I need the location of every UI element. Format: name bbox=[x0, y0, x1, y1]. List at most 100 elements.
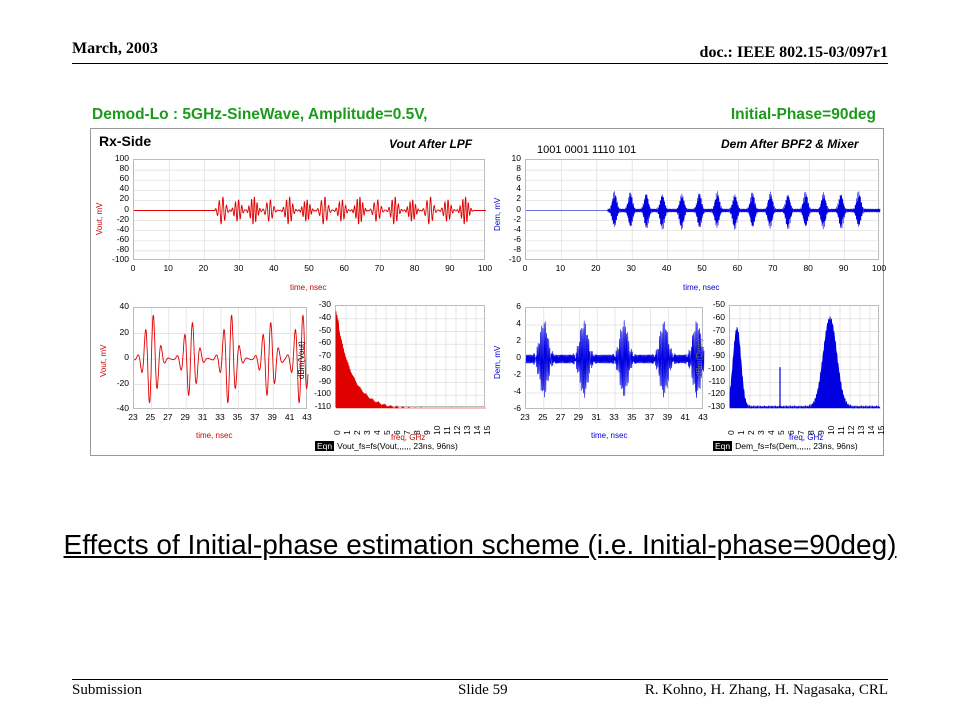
xtick-label: 3 bbox=[362, 430, 372, 435]
xtick-label: 29 bbox=[573, 412, 584, 422]
plot-vout-lpf bbox=[133, 159, 486, 261]
header-doc-id: doc.: IEEE 802.15-03/097r1 bbox=[699, 44, 888, 61]
ytick-label: -110 bbox=[708, 375, 725, 386]
xtick-label: 80 bbox=[409, 263, 420, 273]
simulation-figure: Demod-Lo : 5GHz-SineWave, Amplitude=0.5V… bbox=[88, 100, 887, 458]
ytick-label: -60 bbox=[712, 311, 725, 322]
xtick-label: 10 bbox=[555, 263, 566, 273]
ytick-label: 8 bbox=[516, 163, 521, 174]
xtick-label: 0 bbox=[332, 430, 342, 435]
ytick-label: -20 bbox=[116, 213, 129, 224]
ytick-label: -60 bbox=[318, 337, 331, 348]
waveform-dem-zoom bbox=[525, 320, 705, 398]
ytick-label: -100 bbox=[707, 362, 725, 373]
xtick-label: 25 bbox=[145, 412, 156, 422]
ylabel-vout-zoom: Vout, mV bbox=[99, 344, 108, 377]
xtick-label: 50 bbox=[304, 263, 314, 273]
xtick-label: 15 bbox=[876, 425, 886, 435]
xtick-label: 60 bbox=[732, 263, 743, 273]
ytick-label: 2 bbox=[516, 193, 521, 204]
xtick-label: 90 bbox=[445, 263, 455, 273]
xtick-label: 29 bbox=[180, 412, 190, 422]
ytick-label: 0 bbox=[516, 203, 521, 214]
xlabel-dem-zoom: time, nsec bbox=[591, 431, 628, 440]
ytick-label: -2 bbox=[513, 369, 521, 379]
figure-title-left: Demod-Lo : 5GHz-SineWave, Amplitude=0.5V… bbox=[92, 106, 428, 123]
footer-divider bbox=[72, 679, 888, 680]
footer-submission: Submission bbox=[72, 682, 143, 698]
ytick-label: -50 bbox=[318, 324, 331, 335]
ylabel-dem-zoom: Dem, mV bbox=[493, 345, 502, 379]
waveform-dem-bpf bbox=[526, 191, 881, 230]
xtick-label: 13 bbox=[462, 425, 472, 435]
xtick-label: 11 bbox=[836, 426, 846, 435]
xlabel-vout-spectrum: freq, GHz bbox=[391, 433, 426, 442]
xlabel-dem-spectrum: freq, GHz bbox=[789, 433, 824, 442]
ytick-label: -130 bbox=[707, 401, 725, 411]
plot-dem-bpf bbox=[525, 159, 881, 261]
xtick-label: 30 bbox=[233, 263, 244, 273]
ylabel-vout-lpf: Vout, mV bbox=[95, 202, 104, 235]
plot-vout-spectrum bbox=[335, 305, 486, 410]
ytick-label: 2 bbox=[516, 335, 521, 345]
ytick-label: 0 bbox=[516, 352, 521, 362]
ytick-label: 4 bbox=[516, 183, 521, 194]
xtick-label: 20 bbox=[591, 263, 601, 273]
ytick-label: 20 bbox=[119, 193, 129, 204]
plot-grid bbox=[729, 306, 881, 410]
header-divider bbox=[72, 63, 888, 64]
bit-sequence: 1001 0001 1110 101 bbox=[537, 144, 637, 156]
xtick-label: 23 bbox=[128, 412, 138, 422]
ytick-label: -70 bbox=[318, 350, 331, 360]
xtick-label: 35 bbox=[232, 412, 243, 422]
plot-dem-spectrum bbox=[729, 305, 881, 410]
xtick-label: 10 bbox=[163, 263, 173, 273]
ytick-label: 10 bbox=[511, 153, 521, 163]
slide-caption: Effects of Initial-phase estimation sche… bbox=[63, 529, 897, 560]
xtick-label: 100 bbox=[477, 263, 493, 273]
rx-side-panel: Rx-Side Vout After LPF 100 80 60 40 20 0 -20 -4… bbox=[90, 128, 887, 456]
ytick-label: -70 bbox=[712, 324, 725, 335]
xtick-label: 70 bbox=[374, 263, 385, 273]
xtick-label: 12 bbox=[452, 425, 462, 435]
ytick-label: -50 bbox=[712, 299, 725, 309]
ytick-label: -100 bbox=[313, 388, 331, 399]
ytick-label: -40 bbox=[116, 403, 129, 413]
ytick-label: -4 bbox=[513, 223, 521, 234]
xtick-label: 3 bbox=[756, 430, 766, 435]
xtick-label: 4 bbox=[372, 430, 382, 435]
xtick-label: 35 bbox=[627, 412, 637, 422]
xtick-label: 70 bbox=[768, 263, 778, 273]
header-date: March, 2003 bbox=[72, 40, 158, 57]
plot-grid bbox=[335, 306, 486, 410]
xtick-label: 27 bbox=[163, 412, 173, 422]
ytick-label: -80 bbox=[712, 337, 725, 348]
xlabel-vout-lpf: time, nsec bbox=[290, 283, 327, 292]
plot-dem-zoom bbox=[525, 307, 705, 410]
xlabel-dem-bpf: time, nsec bbox=[683, 283, 720, 292]
xtick-label: 12 bbox=[846, 425, 856, 435]
ytick-label: 6 bbox=[516, 301, 521, 311]
xtick-label: 1 bbox=[736, 430, 746, 435]
xtick-label: 31 bbox=[591, 412, 601, 422]
xtick-label: 50 bbox=[697, 263, 707, 273]
xtick-label: 100 bbox=[871, 263, 887, 273]
ytick-label: -8 bbox=[513, 243, 521, 254]
plot-vout-zoom bbox=[133, 307, 309, 410]
xtick-label: 0 bbox=[130, 263, 136, 273]
ylabel-dem-spectrum: dBm(Dem) bbox=[695, 338, 704, 377]
ytick-label: 6 bbox=[516, 173, 521, 184]
waveform-vout-zoom bbox=[134, 314, 309, 404]
ytick-label: -2 bbox=[513, 213, 521, 224]
ytick-label: 100 bbox=[114, 153, 129, 163]
ytick-label: -110 bbox=[314, 401, 331, 411]
ytick-label: -30 bbox=[318, 299, 331, 309]
xtick-label: 10 bbox=[826, 425, 836, 435]
ytick-label: -120 bbox=[707, 388, 725, 399]
footer-authors: R. Kohno, H. Zhang, H. Nagasaka, CRL bbox=[644, 682, 888, 698]
eqn-tag: Eqn bbox=[713, 441, 733, 451]
xtick-label: 37 bbox=[250, 412, 260, 422]
ytick-label: -100 bbox=[111, 254, 129, 264]
xtick-label: 39 bbox=[267, 412, 277, 422]
ytick-label: -80 bbox=[116, 243, 129, 254]
